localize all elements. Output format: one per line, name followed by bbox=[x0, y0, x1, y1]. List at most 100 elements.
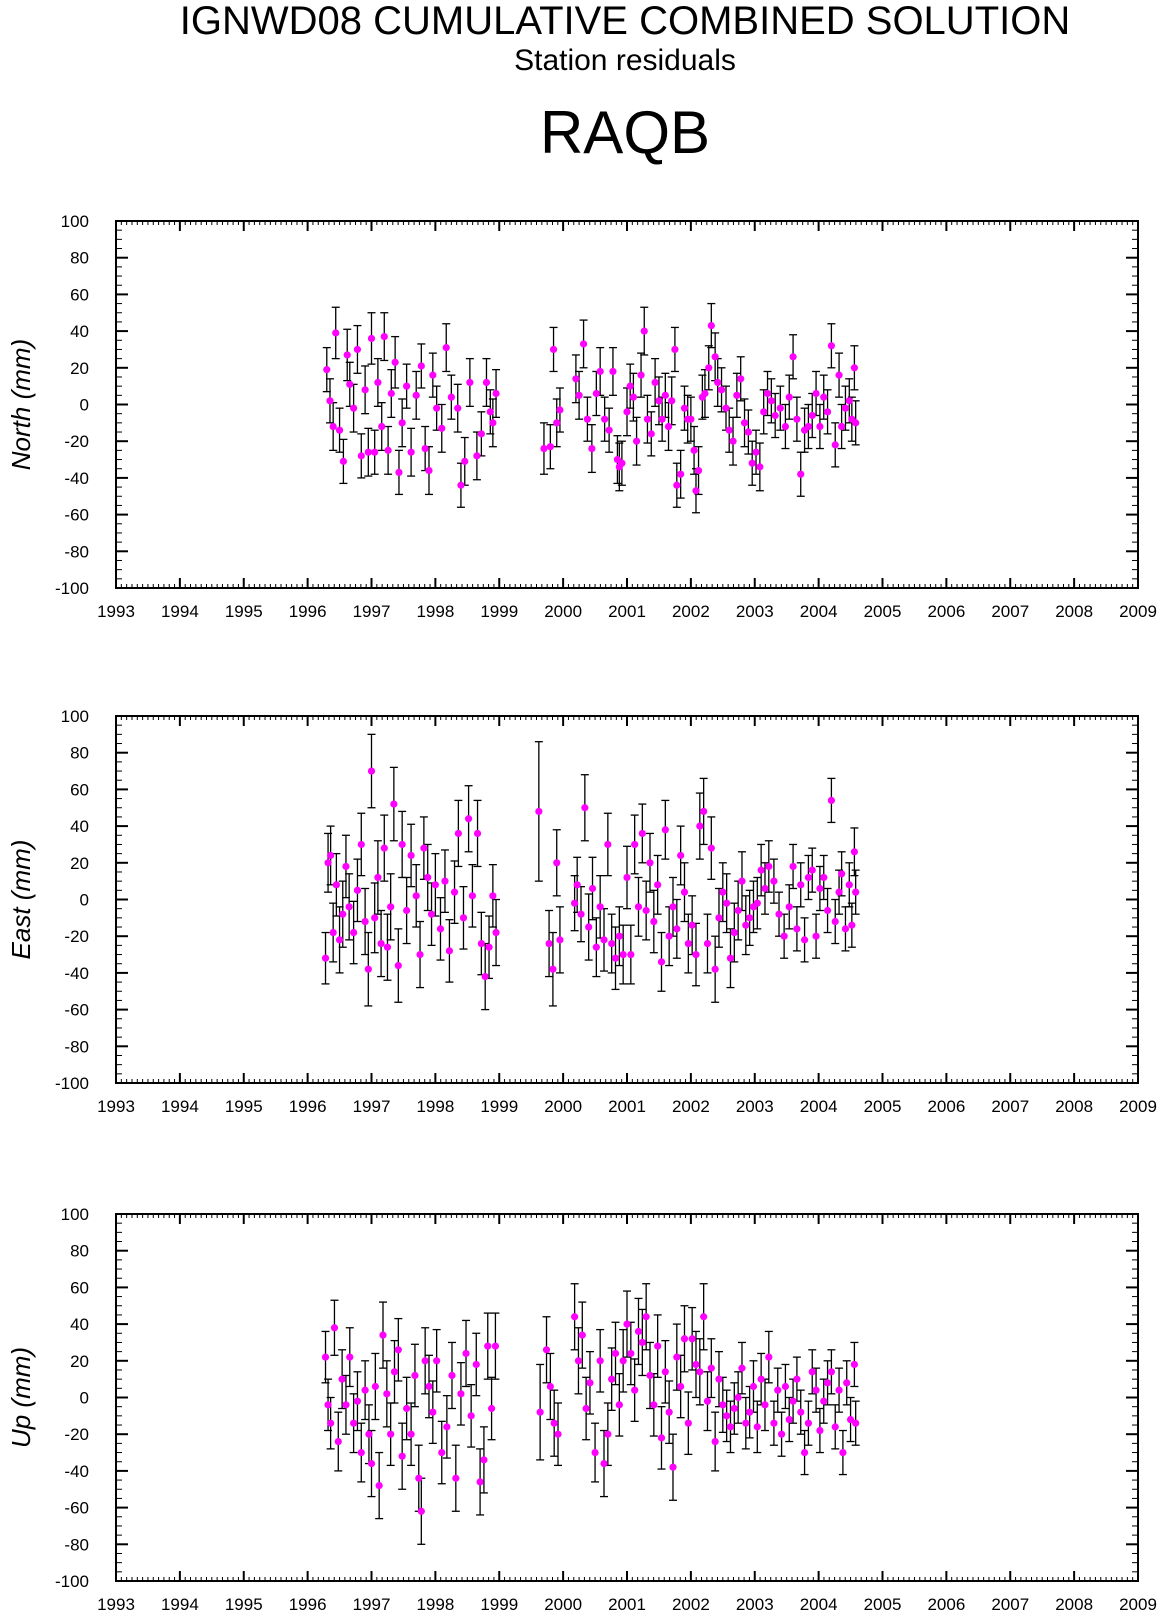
data-point bbox=[623, 873, 631, 882]
data-point bbox=[412, 892, 420, 900]
data-point bbox=[767, 397, 775, 405]
data-point bbox=[646, 1371, 654, 1380]
data-point bbox=[581, 804, 589, 812]
data-point bbox=[669, 903, 677, 911]
data-point bbox=[707, 321, 715, 330]
data-point bbox=[536, 1408, 544, 1416]
data-point bbox=[661, 1368, 669, 1376]
data-point bbox=[486, 408, 494, 416]
data-point bbox=[345, 903, 353, 911]
data-point bbox=[647, 430, 655, 438]
data-point bbox=[776, 404, 784, 412]
data-point bbox=[800, 1448, 809, 1457]
data-point bbox=[484, 1342, 492, 1350]
data-point bbox=[615, 932, 623, 940]
data-point bbox=[673, 481, 681, 489]
data-point bbox=[375, 1481, 383, 1490]
x-tick-label: 1997 bbox=[353, 602, 391, 621]
data-point bbox=[364, 448, 372, 456]
x-tick-label: 1997 bbox=[353, 1595, 391, 1614]
data-point bbox=[673, 1353, 681, 1361]
x-tick-label: 1996 bbox=[289, 1097, 327, 1116]
data-point bbox=[429, 371, 437, 379]
data-point bbox=[425, 1382, 433, 1391]
data-point bbox=[575, 391, 583, 399]
y-axis-label: East (mm) bbox=[6, 840, 36, 960]
data-point bbox=[623, 1320, 631, 1328]
data-point bbox=[549, 345, 558, 354]
data-point bbox=[797, 1408, 805, 1416]
data-point bbox=[379, 1331, 387, 1339]
data-point bbox=[324, 859, 332, 867]
data-point bbox=[415, 1474, 423, 1482]
data-point bbox=[339, 457, 347, 465]
data-point bbox=[845, 881, 853, 889]
data-point bbox=[631, 1386, 639, 1394]
data-point bbox=[445, 947, 454, 955]
data-point bbox=[338, 1375, 346, 1383]
data-point bbox=[808, 411, 816, 420]
data-point bbox=[777, 1430, 786, 1438]
y-tick-label: 80 bbox=[70, 744, 89, 763]
data-point bbox=[467, 1412, 475, 1420]
data-point bbox=[687, 415, 695, 423]
data-point bbox=[454, 404, 462, 412]
data-point bbox=[571, 899, 579, 907]
x-tick-label: 2005 bbox=[864, 1595, 902, 1614]
data-point bbox=[820, 873, 828, 882]
data-point bbox=[654, 881, 662, 889]
x-tick-label: 1994 bbox=[161, 1595, 199, 1614]
data-point bbox=[646, 859, 654, 867]
data-point bbox=[571, 1313, 579, 1321]
y-tick-label: -40 bbox=[64, 1462, 89, 1481]
data-point bbox=[785, 903, 793, 911]
data-point bbox=[324, 1401, 332, 1409]
y-tick-label: 40 bbox=[70, 1315, 89, 1334]
data-point bbox=[730, 1404, 738, 1413]
data-point bbox=[600, 936, 608, 944]
data-point bbox=[592, 389, 600, 398]
data-point bbox=[711, 353, 719, 361]
data-point bbox=[848, 921, 856, 929]
y-tick-label: 100 bbox=[61, 1205, 89, 1224]
y-axis-label: North (mm) bbox=[6, 339, 36, 470]
data-point bbox=[342, 1401, 350, 1409]
data-point bbox=[661, 826, 669, 834]
data-point bbox=[757, 866, 765, 874]
data-point bbox=[812, 1386, 820, 1394]
data-point bbox=[761, 1401, 769, 1409]
data-point bbox=[841, 404, 850, 412]
y-tick-label: -80 bbox=[64, 1535, 89, 1554]
data-point bbox=[642, 906, 650, 915]
x-tick-label: 1994 bbox=[161, 1097, 199, 1116]
data-point bbox=[650, 1401, 658, 1409]
data-point bbox=[715, 1375, 723, 1383]
data-point bbox=[357, 1448, 365, 1457]
data-point bbox=[658, 415, 666, 423]
data-point bbox=[443, 1423, 451, 1431]
data-point bbox=[831, 1423, 839, 1431]
x-tick-label: 1996 bbox=[289, 602, 327, 621]
x-tick-label: 2006 bbox=[927, 1097, 965, 1116]
x-tick-label: 2005 bbox=[864, 1097, 902, 1116]
x-tick-label: 1999 bbox=[480, 602, 518, 621]
data-point bbox=[387, 903, 395, 911]
data-point bbox=[668, 397, 676, 405]
data-point bbox=[380, 333, 388, 341]
data-point bbox=[684, 1419, 692, 1427]
data-point bbox=[711, 965, 719, 973]
data-point bbox=[327, 1419, 335, 1427]
data-point bbox=[609, 367, 617, 376]
data-point bbox=[357, 840, 365, 849]
data-point bbox=[365, 1430, 373, 1438]
data-point bbox=[797, 881, 805, 889]
y-tick-label: 40 bbox=[70, 817, 89, 836]
data-point bbox=[703, 939, 712, 948]
data-point bbox=[696, 822, 704, 830]
data-point bbox=[618, 459, 626, 467]
data-point bbox=[371, 914, 379, 922]
data-point bbox=[812, 932, 820, 940]
data-point bbox=[572, 375, 580, 383]
data-point bbox=[816, 422, 824, 431]
data-point bbox=[477, 430, 485, 438]
